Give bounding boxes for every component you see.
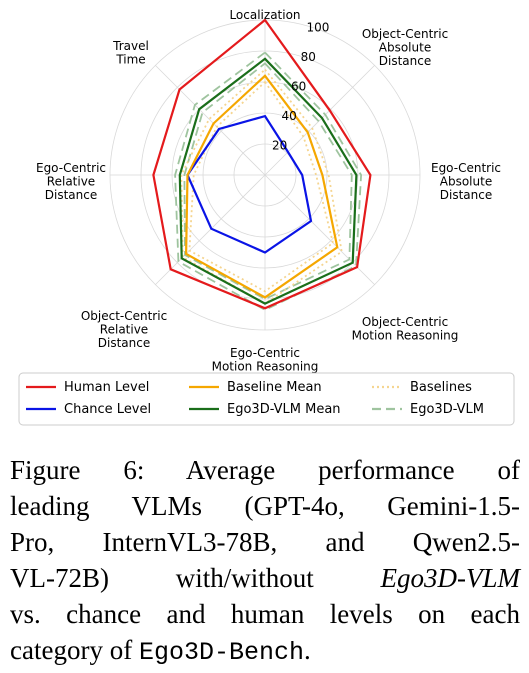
grid-spoke [155, 65, 266, 176]
tick-label-100: 100 [306, 21, 329, 35]
caption-line-4: VL-72B) with/without Ego3D-VLM [10, 560, 520, 596]
chart-legend: Human Level Baseline Mean Baselines Chance … [18, 372, 515, 426]
tick-label-80: 80 [301, 50, 316, 64]
axis-label-6: Object-Centric Relative Distance [81, 309, 167, 350]
series-baselines-1 [188, 80, 335, 293]
radar-grid [109, 19, 421, 331]
radar-tick-labels: 20 40 60 80 100 [272, 21, 329, 153]
series-chance-level [186, 114, 313, 254]
axis-label-1: Localization [229, 8, 300, 22]
caption-line-3: Pro, InternVL3-78B, and Qwen2.5- [10, 527, 520, 557]
caption-benchmark-name: Ego3D-Bench [138, 638, 304, 667]
axis-label-line: Relative [47, 175, 95, 189]
axis-label-5: Ego-Centric Motion Reasoning [212, 346, 319, 374]
axis-label-line: Distance [440, 188, 492, 202]
caption-line-6: category of Ego3D-Bench. [10, 632, 520, 671]
series-ego3d-vlm-mean [178, 57, 358, 305]
axis-label-line: Relative [100, 323, 148, 337]
axis-label-line: Travel [112, 39, 149, 53]
grid-spoke [264, 65, 375, 176]
series-ego3d-vlm-1 [183, 62, 353, 301]
axis-label-line: Ego-Centric [431, 161, 501, 175]
axis-label-8: Travel Time [112, 39, 149, 67]
radar-series [152, 18, 372, 311]
axis-label-2: Object-Centric Absolute Distance [362, 27, 448, 68]
axis-label-3: Ego-Centric Absolute Distance [431, 161, 501, 202]
legend-label-baselines: Baselines [410, 380, 472, 395]
axis-label-line: Time [115, 53, 145, 67]
axis-label-line: Distance [45, 188, 97, 202]
caption-line-2: leading VLMs (GPT-4o, Gemini-1.5- [10, 491, 520, 521]
axis-label-line: Ego-Centric [36, 161, 106, 175]
axis-label-line: Motion Reasoning [352, 329, 459, 343]
caption-line-6-text: category of [10, 635, 139, 665]
legend-label-ego3d-vlm: Ego3D-VLM [410, 402, 484, 417]
caption-line-1: Figure 6: Average performance of [10, 455, 520, 485]
axis-label-line: Absolute [440, 175, 492, 189]
axis-label-line: Object-Centric [362, 315, 448, 329]
caption-line-5: vs. chance and human levels on each [10, 599, 520, 629]
tick-label-20: 20 [272, 139, 287, 153]
axis-label-line: Object-Centric [81, 309, 167, 323]
legend-frame [18, 372, 515, 426]
legend-label-baseline-mean: Baseline Mean [227, 380, 322, 395]
series-human-level [152, 18, 372, 310]
series-baseline-mean [184, 74, 339, 299]
axis-label-line: Object-Centric [362, 27, 448, 41]
axis-label-line: Absolute [379, 41, 431, 55]
axis-label-7: Ego-Centric Relative Distance [36, 161, 106, 202]
tick-label-40: 40 [282, 109, 297, 123]
legend-label-ego3d-vlm-mean: Ego3D-VLM Mean [227, 402, 341, 417]
grid-spoke [155, 174, 266, 285]
caption-line-6-end: . [303, 635, 311, 665]
caption-line-4-text: VL-72B) with/without [10, 563, 381, 593]
axis-label-line: Localization [229, 8, 300, 22]
axis-label-line: Motion Reasoning [212, 360, 319, 374]
tick-label-60: 60 [291, 80, 306, 94]
legend-label-human-level: Human Level [64, 380, 149, 395]
axis-label-line: Distance [98, 336, 150, 350]
figure-caption: Figure 6: Average performance of leading… [10, 452, 520, 671]
caption-method-name: Ego3D-VLM [380, 563, 520, 593]
axis-label-4: Object-Centric Motion Reasoning [352, 315, 459, 343]
axis-label-line: Distance [379, 54, 431, 68]
legend-label-chance-level: Chance Level [64, 402, 151, 417]
axis-label-line: Ego-Centric [230, 346, 300, 360]
